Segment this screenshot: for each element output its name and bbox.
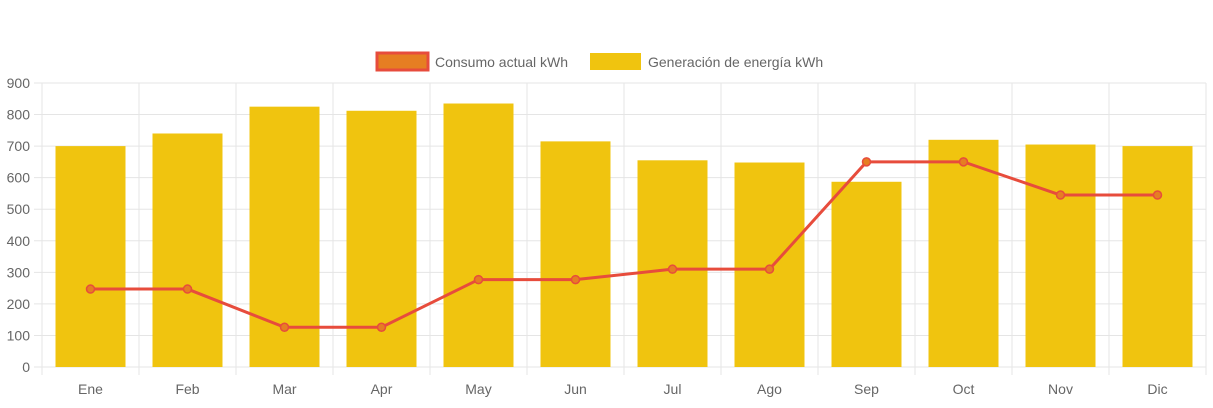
x-tick-label: Ago bbox=[757, 381, 782, 397]
y-tick-label: 800 bbox=[7, 107, 31, 123]
bar-nov[interactable] bbox=[1025, 144, 1096, 367]
bar-sep[interactable] bbox=[831, 181, 902, 367]
y-tick-label: 400 bbox=[7, 233, 31, 249]
consumo-point-oct[interactable] bbox=[958, 157, 969, 167]
x-axis: Ene Feb Mar Apr May Jun Jul Ago Sep Oct Nov Dic bbox=[78, 381, 1168, 397]
legend-label-consumo: Consumo actual kWh bbox=[435, 54, 568, 70]
consumo-point-apr[interactable] bbox=[376, 322, 387, 332]
legend: Consumo actual kWh Generación de energía… bbox=[375, 51, 823, 72]
consumo-point-sep[interactable] bbox=[861, 157, 872, 167]
x-tick-label: Jul bbox=[664, 381, 682, 397]
x-tick-label: Sep bbox=[854, 381, 879, 397]
consumo-point-feb[interactable] bbox=[182, 284, 193, 294]
y-tick-label: 700 bbox=[7, 138, 31, 154]
x-tick-label: May bbox=[465, 381, 491, 397]
consumo-point-jul[interactable] bbox=[667, 264, 678, 274]
bar-ene[interactable] bbox=[55, 146, 126, 367]
x-tick-label: Dic bbox=[1147, 381, 1167, 397]
bar-jun[interactable] bbox=[540, 141, 611, 367]
consumo-point-jun[interactable] bbox=[570, 274, 581, 285]
x-tick-label: Oct bbox=[953, 381, 975, 397]
bar-dic[interactable] bbox=[1122, 146, 1193, 367]
y-tick-label: 900 bbox=[7, 75, 31, 91]
consumo-point-dic[interactable] bbox=[1152, 190, 1163, 200]
consumo-line bbox=[90, 160, 1158, 329]
y-tick-label: 100 bbox=[7, 327, 31, 343]
bar-series bbox=[55, 103, 1193, 368]
x-tick-label: Apr bbox=[371, 381, 393, 397]
y-axis: 0 100 200 300 400 500 600 700 800 900 bbox=[7, 75, 31, 375]
y-tick-label: 500 bbox=[7, 201, 31, 217]
bar-may[interactable] bbox=[443, 103, 514, 367]
x-tick-label: Jun bbox=[564, 381, 587, 397]
legend-item-generacion[interactable]: Generación de energía kWh bbox=[590, 53, 823, 70]
x-tick-label: Ene bbox=[78, 381, 103, 397]
legend-swatch-generacion bbox=[590, 53, 641, 70]
y-tick-label: 0 bbox=[22, 359, 30, 375]
consumo-point-nov[interactable] bbox=[1055, 190, 1066, 200]
consumo-point-ene[interactable] bbox=[85, 284, 96, 294]
bar-jul[interactable] bbox=[637, 160, 708, 367]
consumo-point-mar[interactable] bbox=[279, 322, 290, 332]
legend-swatch-consumo bbox=[375, 51, 430, 72]
legend-label-generacion: Generación de energía kWh bbox=[648, 54, 823, 70]
x-tick-label: Mar bbox=[272, 381, 296, 397]
y-tick-label: 300 bbox=[7, 264, 31, 280]
line-series bbox=[85, 157, 1163, 332]
x-tick-label: Nov bbox=[1048, 381, 1073, 397]
bar-feb[interactable] bbox=[152, 133, 223, 367]
bar-oct[interactable] bbox=[928, 139, 999, 367]
consumo-point-ago[interactable] bbox=[764, 264, 775, 274]
x-tick-label: Feb bbox=[175, 381, 199, 397]
legend-item-consumo[interactable]: Consumo actual kWh bbox=[375, 51, 568, 72]
consumo-point-may[interactable] bbox=[473, 274, 484, 285]
y-tick-label: 200 bbox=[7, 296, 31, 312]
y-tick-label: 600 bbox=[7, 170, 31, 186]
